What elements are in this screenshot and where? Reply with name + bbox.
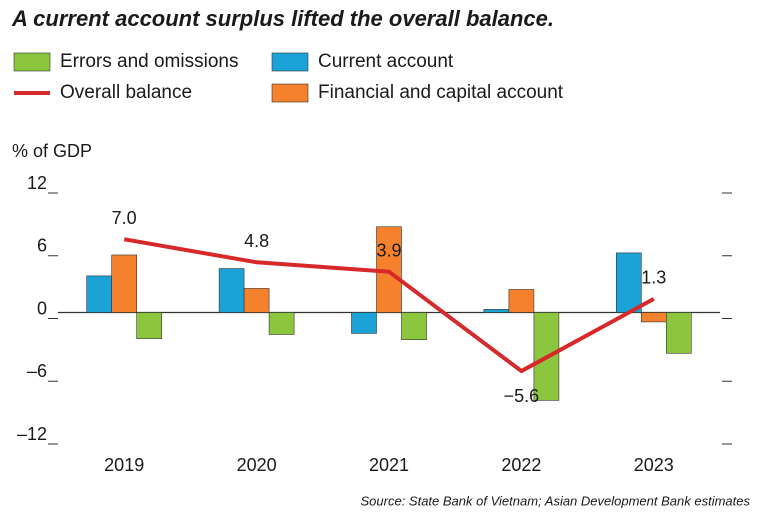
bar — [351, 312, 377, 334]
legend-label: Errors and omissions — [60, 51, 238, 72]
x-tick-label: 2020 — [237, 455, 277, 475]
legend-swatch — [13, 52, 51, 72]
x-tick-label: 2019 — [104, 455, 144, 475]
y-axis-label: % of GDP — [12, 141, 92, 161]
bar — [640, 312, 667, 323]
legend-label: Financial and capital account — [318, 82, 564, 103]
source-note: Source: State Bank of Vietnam; Asian Dev… — [361, 493, 751, 508]
bar — [483, 309, 510, 313]
y-tick-label: 12 — [27, 173, 47, 193]
bar — [401, 312, 427, 340]
bar — [243, 288, 270, 313]
data-label: −5.6 — [504, 386, 540, 406]
bar — [665, 312, 692, 354]
bar — [508, 289, 535, 313]
y-tick-label: 6 — [37, 236, 47, 256]
legend-swatch — [271, 83, 309, 103]
bar — [615, 252, 642, 313]
data-label: 1.3 — [641, 268, 666, 288]
bar — [86, 275, 112, 313]
bar — [111, 254, 137, 313]
bar — [268, 312, 295, 335]
data-label: 3.9 — [376, 240, 401, 260]
y-tick-label: –12 — [17, 424, 47, 444]
legend-swatch — [271, 52, 309, 72]
chart-title: A current account surplus lifted the ove… — [11, 6, 554, 31]
y-tick-label: 0 — [37, 298, 47, 318]
bar — [218, 268, 245, 313]
legend-label: Current account — [318, 51, 454, 72]
line — [123, 237, 655, 374]
data-label: 7.0 — [112, 208, 137, 228]
data-label: 4.8 — [244, 231, 269, 251]
x-tick-label: 2022 — [501, 455, 541, 475]
bar — [136, 312, 162, 339]
x-tick-label: 2021 — [369, 455, 409, 475]
x-tick-label: 2023 — [634, 455, 674, 475]
legend-label: Overall balance — [60, 82, 192, 103]
y-tick-label: –6 — [27, 361, 47, 381]
